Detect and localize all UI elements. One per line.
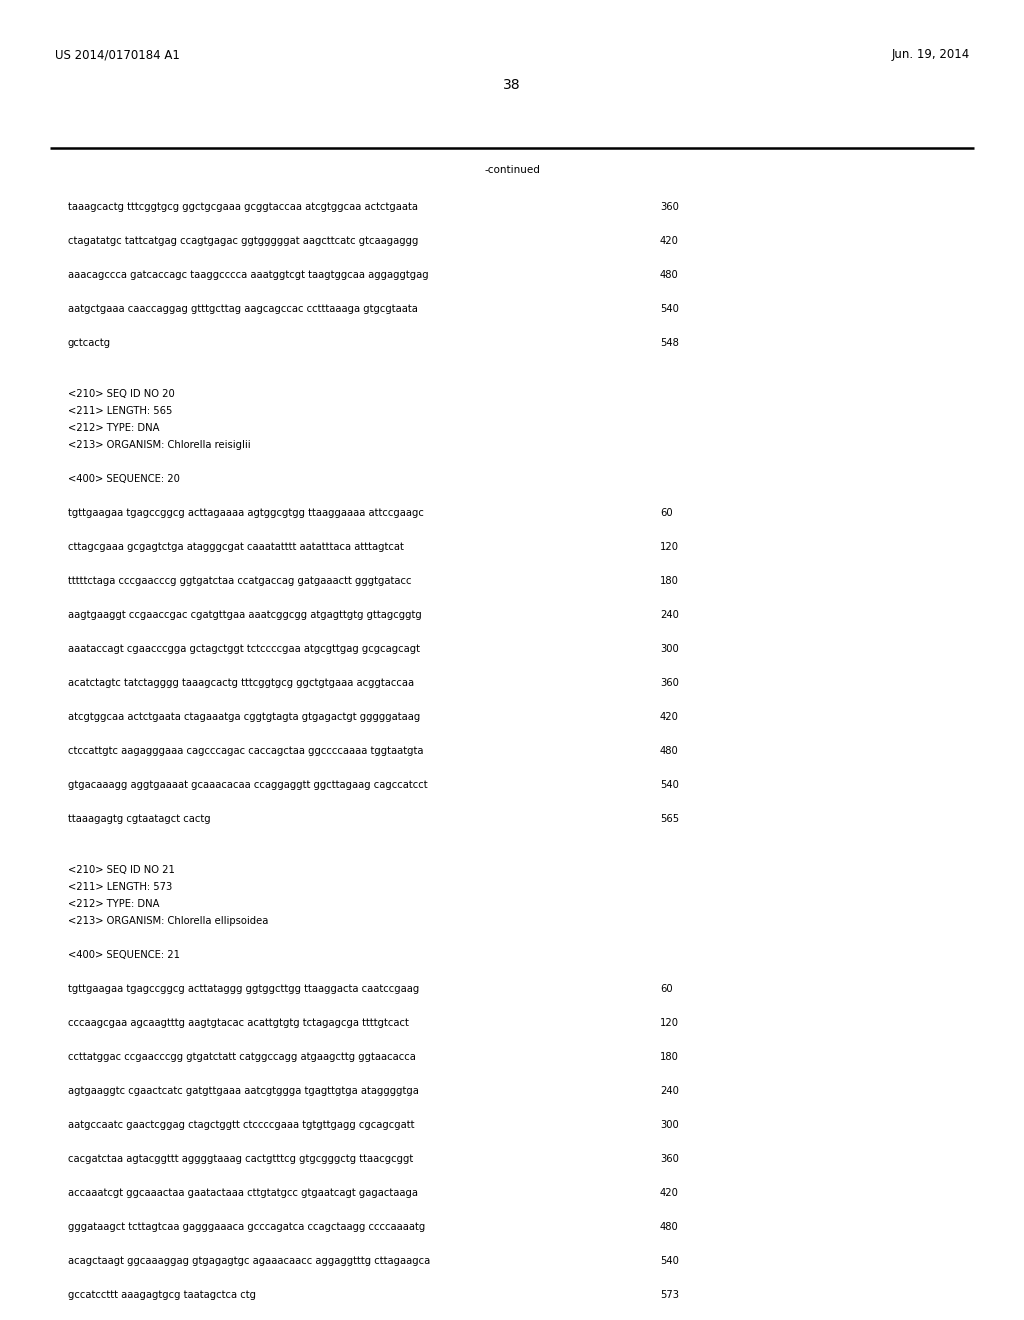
Text: <210> SEQ ID NO 20: <210> SEQ ID NO 20: [68, 389, 175, 399]
Text: 540: 540: [660, 304, 679, 314]
Text: aaacagccca gatcaccagc taaggcccca aaatggtcgt taagtggcaa aggaggtgag: aaacagccca gatcaccagc taaggcccca aaatggt…: [68, 271, 429, 280]
Text: gccatccttt aaagagtgcg taatagctca ctg: gccatccttt aaagagtgcg taatagctca ctg: [68, 1290, 256, 1300]
Text: 573: 573: [660, 1290, 679, 1300]
Text: cttagcgaaa gcgagtctga atagggcgat caaatatttt aatatttaca atttagtcat: cttagcgaaa gcgagtctga atagggcgat caaatat…: [68, 543, 403, 552]
Text: gggataagct tcttagtcaa gagggaaaca gcccagatca ccagctaagg ccccaaaatg: gggataagct tcttagtcaa gagggaaaca gcccaga…: [68, 1222, 425, 1232]
Text: 540: 540: [660, 780, 679, 789]
Text: 540: 540: [660, 1257, 679, 1266]
Text: 240: 240: [660, 610, 679, 620]
Text: aagtgaaggt ccgaaccgac cgatgttgaa aaatcggcgg atgagttgtg gttagcggtg: aagtgaaggt ccgaaccgac cgatgttgaa aaatcgg…: [68, 610, 422, 620]
Text: 60: 60: [660, 508, 673, 517]
Text: 240: 240: [660, 1086, 679, 1096]
Text: tttttctaga cccgaacccg ggtgatctaa ccatgaccag gatgaaactt gggtgatacc: tttttctaga cccgaacccg ggtgatctaa ccatgac…: [68, 576, 412, 586]
Text: ctagatatgc tattcatgag ccagtgagac ggtgggggat aagcttcatc gtcaagaggg: ctagatatgc tattcatgag ccagtgagac ggtgggg…: [68, 236, 419, 246]
Text: ccttatggac ccgaacccgg gtgatctatt catggccagg atgaagcttg ggtaacacca: ccttatggac ccgaacccgg gtgatctatt catggcc…: [68, 1052, 416, 1063]
Text: cacgatctaa agtacggttt aggggtaaag cactgtttcg gtgcgggctg ttaacgcggt: cacgatctaa agtacggttt aggggtaaag cactgtt…: [68, 1154, 414, 1164]
Text: 180: 180: [660, 576, 679, 586]
Text: <400> SEQUENCE: 21: <400> SEQUENCE: 21: [68, 950, 180, 960]
Text: 38: 38: [503, 78, 521, 92]
Text: 120: 120: [660, 543, 679, 552]
Text: 360: 360: [660, 1154, 679, 1164]
Text: <212> TYPE: DNA: <212> TYPE: DNA: [68, 899, 160, 909]
Text: Jun. 19, 2014: Jun. 19, 2014: [892, 48, 970, 61]
Text: <213> ORGANISM: Chlorella ellipsoidea: <213> ORGANISM: Chlorella ellipsoidea: [68, 916, 268, 927]
Text: gtgacaaagg aggtgaaaat gcaaacacaa ccaggaggtt ggcttagaag cagccatcct: gtgacaaagg aggtgaaaat gcaaacacaa ccaggag…: [68, 780, 428, 789]
Text: aaataccagt cgaacccgga gctagctggt tctccccgaa atgcgttgag gcgcagcagt: aaataccagt cgaacccgga gctagctggt tctcccc…: [68, 644, 420, 653]
Text: 420: 420: [660, 1188, 679, 1199]
Text: 565: 565: [660, 814, 679, 824]
Text: 480: 480: [660, 1222, 679, 1232]
Text: 300: 300: [660, 1119, 679, 1130]
Text: 548: 548: [660, 338, 679, 348]
Text: 360: 360: [660, 202, 679, 213]
Text: 300: 300: [660, 644, 679, 653]
Text: atcgtggcaa actctgaata ctagaaatga cggtgtagta gtgagactgt gggggataag: atcgtggcaa actctgaata ctagaaatga cggtgta…: [68, 711, 420, 722]
Text: 420: 420: [660, 711, 679, 722]
Text: agtgaaggtc cgaactcatc gatgttgaaa aatcgtggga tgagttgtga ataggggtga: agtgaaggtc cgaactcatc gatgttgaaa aatcgtg…: [68, 1086, 419, 1096]
Text: ctccattgtc aagagggaaa cagcccagac caccagctaa ggccccaaaa tggtaatgta: ctccattgtc aagagggaaa cagcccagac caccagc…: [68, 746, 424, 756]
Text: 480: 480: [660, 271, 679, 280]
Text: acatctagtc tatctagggg taaagcactg tttcggtgcg ggctgtgaaa acggtaccaa: acatctagtc tatctagggg taaagcactg tttcggt…: [68, 678, 414, 688]
Text: <212> TYPE: DNA: <212> TYPE: DNA: [68, 422, 160, 433]
Text: <211> LENGTH: 565: <211> LENGTH: 565: [68, 407, 172, 416]
Text: taaagcactg tttcggtgcg ggctgcgaaa gcggtaccaa atcgtggcaa actctgaata: taaagcactg tttcggtgcg ggctgcgaaa gcggtac…: [68, 202, 418, 213]
Text: 180: 180: [660, 1052, 679, 1063]
Text: ttaaagagtg cgtaatagct cactg: ttaaagagtg cgtaatagct cactg: [68, 814, 211, 824]
Text: 60: 60: [660, 983, 673, 994]
Text: US 2014/0170184 A1: US 2014/0170184 A1: [55, 48, 180, 61]
Text: accaaatcgt ggcaaactaa gaatactaaa cttgtatgcc gtgaatcagt gagactaaga: accaaatcgt ggcaaactaa gaatactaaa cttgtat…: [68, 1188, 418, 1199]
Text: acagctaagt ggcaaaggag gtgagagtgc agaaacaacc aggaggtttg cttagaagca: acagctaagt ggcaaaggag gtgagagtgc agaaaca…: [68, 1257, 430, 1266]
Text: <211> LENGTH: 573: <211> LENGTH: 573: [68, 882, 172, 892]
Text: <213> ORGANISM: Chlorella reisiglii: <213> ORGANISM: Chlorella reisiglii: [68, 440, 251, 450]
Text: tgttgaagaa tgagccggcg acttagaaaa agtggcgtgg ttaaggaaaa attccgaagc: tgttgaagaa tgagccggcg acttagaaaa agtggcg…: [68, 508, 424, 517]
Text: 120: 120: [660, 1018, 679, 1028]
Text: tgttgaagaa tgagccggcg acttataggg ggtggcttgg ttaaggacta caatccgaag: tgttgaagaa tgagccggcg acttataggg ggtggct…: [68, 983, 419, 994]
Text: cccaagcgaa agcaagtttg aagtgtacac acattgtgtg tctagagcga ttttgtcact: cccaagcgaa agcaagtttg aagtgtacac acattgt…: [68, 1018, 409, 1028]
Text: -continued: -continued: [484, 165, 540, 176]
Text: aatgccaatc gaactcggag ctagctggtt ctccccgaaa tgtgttgagg cgcagcgatt: aatgccaatc gaactcggag ctagctggtt ctccccg…: [68, 1119, 415, 1130]
Text: <400> SEQUENCE: 20: <400> SEQUENCE: 20: [68, 474, 180, 484]
Text: 420: 420: [660, 236, 679, 246]
Text: 480: 480: [660, 746, 679, 756]
Text: 360: 360: [660, 678, 679, 688]
Text: <210> SEQ ID NO 21: <210> SEQ ID NO 21: [68, 865, 175, 875]
Text: aatgctgaaa caaccaggag gtttgcttag aagcagccac cctttaaaga gtgcgtaata: aatgctgaaa caaccaggag gtttgcttag aagcagc…: [68, 304, 418, 314]
Text: gctcactg: gctcactg: [68, 338, 112, 348]
